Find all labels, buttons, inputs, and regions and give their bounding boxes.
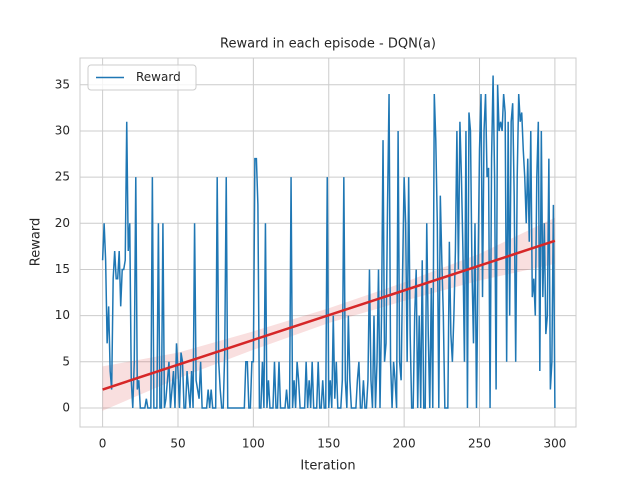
y-tick-label: 15 bbox=[55, 262, 70, 276]
x-tick-label: 0 bbox=[99, 437, 107, 451]
y-tick-label: 0 bbox=[62, 400, 70, 414]
x-tick-label: 200 bbox=[393, 437, 416, 451]
chart-title: Reward in each episode - DQN(a) bbox=[220, 37, 436, 52]
y-tick-label: 20 bbox=[55, 216, 70, 230]
x-tick-label: 300 bbox=[543, 437, 566, 451]
legend-box bbox=[87, 64, 197, 91]
series-line bbox=[101, 75, 556, 409]
y-tick-label: 25 bbox=[55, 170, 70, 184]
x-tick-label: 50 bbox=[170, 437, 185, 451]
y-tick-label: 10 bbox=[55, 308, 70, 322]
x-tick-label: 100 bbox=[242, 437, 265, 451]
x-tick-label: 150 bbox=[317, 437, 340, 451]
legend-label: Reward bbox=[136, 70, 181, 84]
plot-frame bbox=[79, 57, 577, 428]
y-axis-label: Reward bbox=[29, 218, 44, 266]
y-tick-label: 5 bbox=[62, 354, 70, 368]
y-tick-label: 30 bbox=[55, 123, 70, 137]
trend-line bbox=[102, 239, 556, 391]
x-axis-label: Iteration bbox=[300, 459, 355, 474]
x-tick-label: 250 bbox=[468, 437, 491, 451]
y-tick-label: 35 bbox=[55, 77, 70, 91]
